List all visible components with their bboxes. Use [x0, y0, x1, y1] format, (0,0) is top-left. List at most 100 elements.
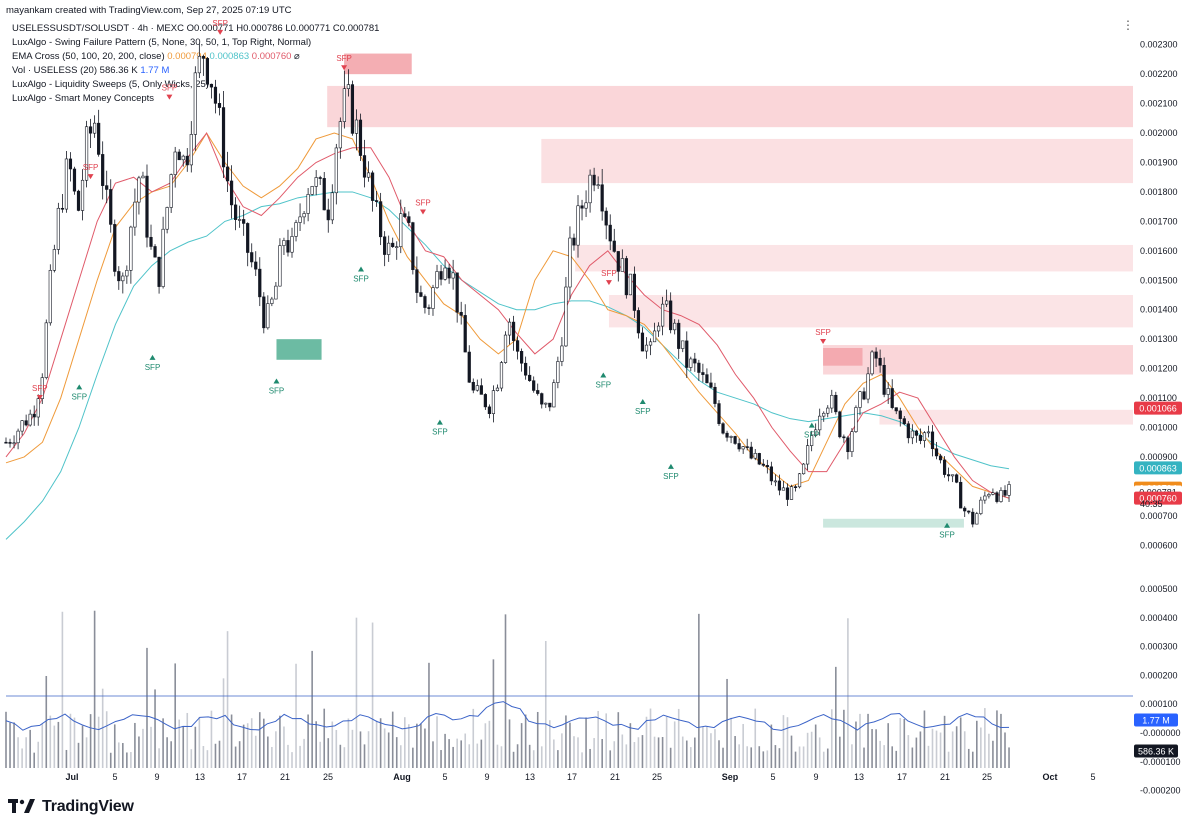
candle — [741, 445, 745, 454]
candle — [407, 211, 411, 227]
candle-body — [298, 216, 302, 223]
volume-bar — [303, 738, 305, 768]
volume-bar — [601, 739, 603, 768]
volume-bar — [395, 737, 398, 768]
indicator-vol[interactable]: Vol · USELESS (20) 586.36 K 1.77 M — [12, 65, 169, 76]
volume-bar — [250, 718, 253, 768]
candle — [914, 429, 918, 443]
sfp-bull-triangle — [667, 463, 674, 469]
vol-ma-value: 1.77 M — [140, 65, 170, 76]
volume-bar — [117, 742, 120, 768]
settings-icon[interactable]: ⋮ — [1122, 18, 1134, 32]
sfp-bear-label: SFP — [336, 54, 352, 63]
candle — [717, 400, 721, 426]
candle — [1007, 481, 1011, 502]
volume-bar — [879, 740, 881, 768]
volume-bar — [915, 737, 918, 768]
candle — [32, 405, 36, 426]
candle-body — [741, 446, 745, 450]
volume-bar — [339, 744, 342, 768]
candle-body — [951, 474, 955, 477]
candle-body — [810, 435, 814, 446]
volume-bar — [126, 752, 128, 768]
candle-body — [153, 246, 157, 258]
tradingview-logo[interactable]: TradingView — [8, 798, 134, 816]
candle — [330, 184, 334, 225]
volume-bar — [891, 746, 894, 768]
volume-bar — [738, 744, 740, 768]
volume-bar — [311, 650, 313, 768]
volume-bar — [762, 751, 765, 768]
time-tick-label: Aug — [393, 772, 411, 782]
credit-line: mayankam created with TradingView.com, S… — [6, 5, 292, 16]
volume-bar — [730, 717, 732, 768]
sfp-bull-label: SFP — [269, 386, 285, 395]
candle — [814, 423, 818, 437]
candle-body — [221, 107, 226, 168]
candle-body — [306, 194, 310, 214]
indicator-liquidity[interactable]: LuxAlgo - Liquidity Sweeps (5, Only Wick… — [12, 79, 209, 90]
indicator-smc[interactable]: LuxAlgo - Smart Money Concepts — [12, 93, 155, 104]
volume-bar — [383, 728, 386, 768]
volume-bar — [105, 711, 108, 768]
volume-bar — [69, 713, 72, 768]
volume-bar — [254, 735, 257, 768]
volume-bar — [13, 722, 15, 768]
volume-tick-label: 0.000200 — [1140, 670, 1178, 680]
candle — [221, 90, 226, 178]
indicator-ema[interactable]: EMA Cross (50, 100, 20, 200, close) 0.00… — [12, 51, 300, 62]
candle — [48, 264, 52, 326]
volume-badges: 1.77 M 586.36 K — [1134, 713, 1178, 758]
candle-body — [161, 228, 165, 287]
volume-bar — [951, 731, 954, 768]
sfp-bull-marker: SFP — [269, 378, 285, 395]
candle-body — [592, 174, 596, 186]
volume-tick-label: -0.000100 — [1140, 757, 1181, 767]
volume-bar — [5, 711, 7, 768]
volume-bar — [89, 714, 92, 768]
candle — [769, 461, 773, 486]
candle — [338, 117, 342, 159]
volume-bar — [710, 733, 712, 768]
candle-body — [326, 209, 330, 221]
candle-body — [213, 86, 218, 104]
candle-body — [636, 310, 641, 334]
candle-body — [995, 492, 999, 502]
candle — [951, 474, 955, 483]
candle-body — [584, 202, 588, 209]
candle — [173, 146, 177, 188]
candle-body — [270, 298, 274, 304]
price-badge: 0.000760 — [1134, 491, 1182, 505]
symbol-line[interactable]: USELESSUSDT/SOLUSDT · 4h · MEXC O0.00077… — [12, 23, 379, 34]
candle-body — [822, 412, 826, 417]
volume-bar — [170, 741, 172, 768]
volume-bar — [85, 737, 88, 768]
volume-bar — [65, 749, 68, 768]
candle-body — [600, 184, 604, 212]
volume-bar — [492, 659, 495, 768]
candle — [80, 169, 85, 221]
time-tick-label: 9 — [154, 772, 159, 782]
candle — [217, 93, 222, 116]
candle — [995, 491, 999, 504]
volume-tick-label: 0.000500 — [1140, 584, 1178, 594]
candle — [963, 506, 967, 518]
volume-bar — [234, 746, 237, 768]
volume-bar — [959, 717, 962, 768]
volume-bar — [544, 640, 547, 768]
volume-bar — [984, 708, 986, 768]
indicator-sfp[interactable]: LuxAlgo - Swing Failure Pattern (5, None… — [12, 37, 312, 48]
candle-body — [540, 393, 544, 405]
candle-body — [572, 237, 576, 246]
volume-bar — [822, 751, 825, 768]
volume-bar — [883, 745, 885, 768]
volume-bar — [371, 622, 374, 768]
candle-body — [866, 373, 870, 400]
time-tick-label: 9 — [484, 772, 489, 782]
candle-body — [878, 357, 882, 366]
volume-bar — [967, 748, 970, 768]
price-tick-label: 0.000700 — [1140, 511, 1178, 521]
volume-bar — [565, 715, 567, 768]
